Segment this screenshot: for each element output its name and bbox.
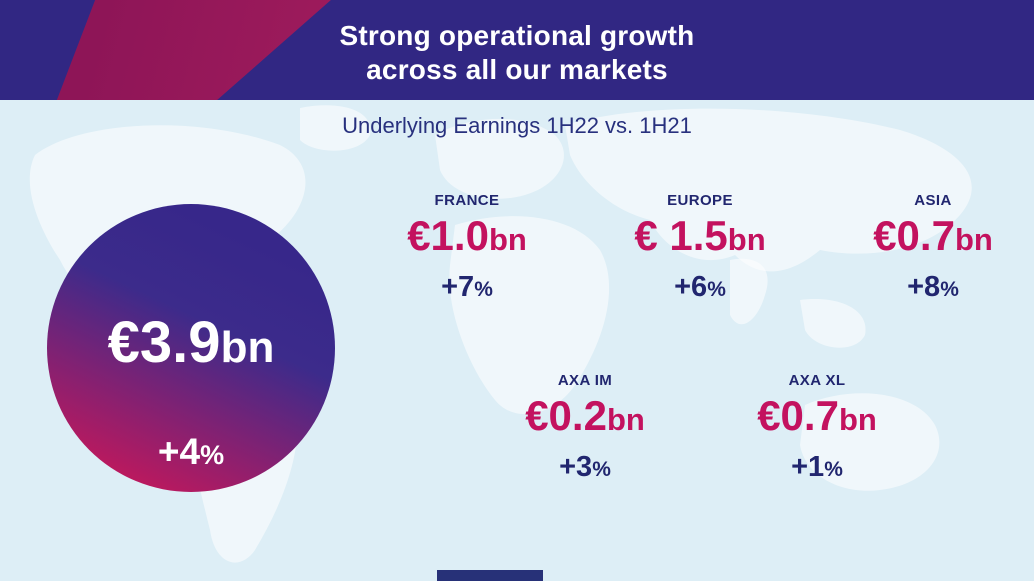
market-change: +1% <box>712 451 922 486</box>
currency-symbol: € <box>757 392 781 439</box>
market-change: +7% <box>362 271 572 306</box>
amount: 1.5 <box>669 212 728 259</box>
market-value: €1.0bn <box>362 212 572 264</box>
market-name: EUROPE <box>667 192 733 209</box>
currency-symbol: € <box>525 392 549 439</box>
bottom-accent-bar <box>437 570 543 581</box>
amount: 0.2 <box>548 392 607 439</box>
amount: 0.7 <box>896 212 955 259</box>
header-banner: Strong operational growth across all our… <box>0 0 1034 100</box>
amount: 0.7 <box>780 392 839 439</box>
total-value: €3.9bn <box>47 308 335 383</box>
title-line-2: across all our markets <box>366 54 668 85</box>
title-line-1: Strong operational growth <box>339 20 695 51</box>
currency-symbol: € <box>873 212 897 259</box>
market-change: +3% <box>480 451 690 486</box>
slide-title: Strong operational growth across all our… <box>0 19 1034 87</box>
market-value: €0.7bn <box>828 212 1034 264</box>
change-value: +1 <box>791 451 825 483</box>
percent-sign: % <box>474 278 493 301</box>
change-value: +7 <box>441 271 475 303</box>
total-change-percent-sign: % <box>200 440 225 470</box>
total-unit: bn <box>220 323 275 372</box>
percent-sign: % <box>592 458 611 481</box>
percent-sign: % <box>707 278 726 301</box>
unit: bn <box>838 402 877 437</box>
change-value: +3 <box>559 451 593 483</box>
total-change: +4% <box>47 432 335 475</box>
market-value: €0.2bn <box>480 392 690 444</box>
market-value: € 1.5bn <box>595 212 805 264</box>
total-earnings-circle: €3.9bn +4% <box>47 204 335 492</box>
amount: 1.0 <box>430 212 489 259</box>
market-name: AXA IM <box>557 372 613 389</box>
subtitle: Underlying Earnings 1H22 vs. 1H21 <box>342 113 692 138</box>
market-block-axa-xl: AXA XL €0.7bn +1% <box>712 372 922 486</box>
market-block-france: FRANCE €1.0bn +7% <box>362 192 572 306</box>
percent-sign: % <box>940 278 959 301</box>
market-name: ASIA <box>914 192 952 209</box>
market-block-europe: EUROPE € 1.5bn +6% <box>595 192 805 306</box>
unit: bn <box>954 222 993 257</box>
market-change: +8% <box>828 271 1034 306</box>
unit: bn <box>606 402 645 437</box>
currency-symbol: € <box>407 212 431 259</box>
change-value: +8 <box>907 271 941 303</box>
total-currency-symbol: € <box>107 310 140 375</box>
market-change: +6% <box>595 271 805 306</box>
market-name: FRANCE <box>434 192 500 209</box>
total-amount: 3.9 <box>139 310 221 375</box>
market-value: €0.7bn <box>712 392 922 444</box>
market-name: AXA XL <box>788 372 846 389</box>
currency-symbol: € <box>634 212 670 259</box>
market-block-axa-im: AXA IM €0.2bn +3% <box>480 372 690 486</box>
total-change-value: +4 <box>157 431 201 472</box>
percent-sign: % <box>824 458 843 481</box>
change-value: +6 <box>674 271 708 303</box>
unit: bn <box>727 222 766 257</box>
unit: bn <box>488 222 527 257</box>
market-block-asia: ASIA €0.7bn +8% <box>828 192 1034 306</box>
